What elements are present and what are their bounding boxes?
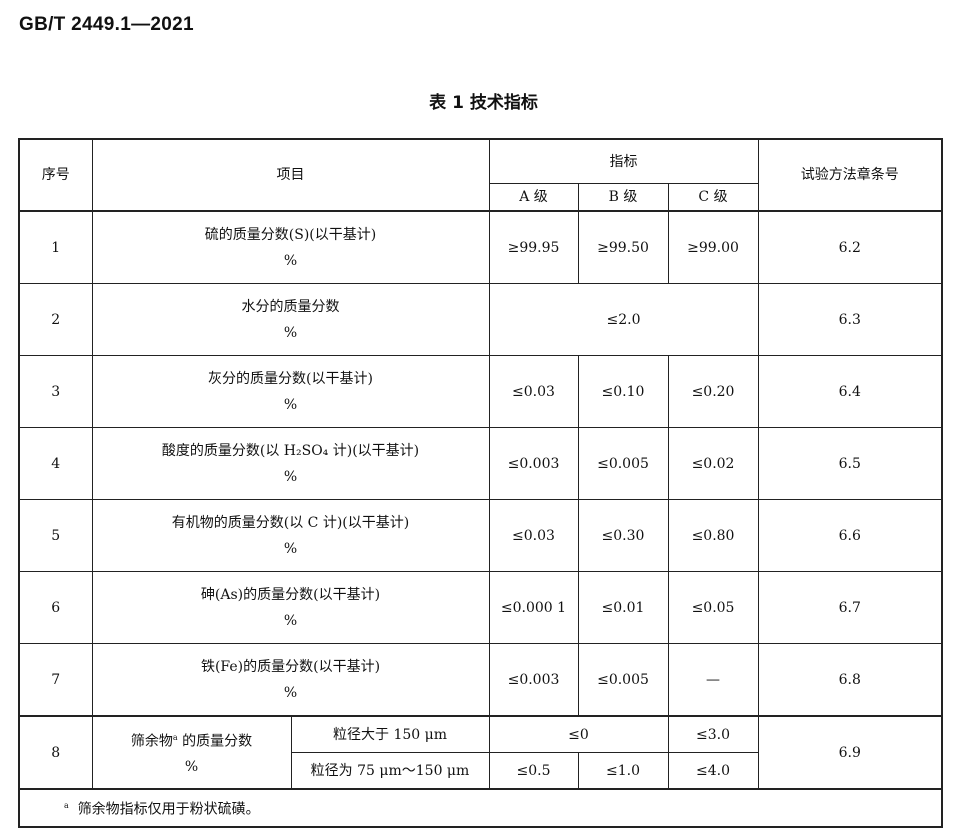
item-cell: 水分的质量分数% [91, 283, 490, 356]
grade-a-value: ≤0.03 [488, 499, 579, 572]
method-cell: 6.3 [757, 283, 943, 356]
technical-indicators-table: 序号 项目 指标 试验方法章条号 A 级 B 级 C 级 1 硫的质量分数(S)… [18, 138, 944, 828]
footnote-text: 筛余物指标仅用于粉状硫磺。 [77, 801, 260, 818]
header-grade-c: C 级 [667, 183, 759, 212]
item-text: 有机物的质量分数(以 C 计)(以干基计) [171, 514, 410, 531]
header-indicator: 指标 [488, 138, 759, 184]
grade-b-value: ≤0.01 [577, 571, 669, 644]
table-row: 4 酸度的质量分数(以 H₂SO₄ 计)(以干基计)% ≤0.003 ≤0.005… [18, 427, 943, 500]
method-cell: 6.8 [757, 643, 943, 717]
sub-item-label: 粒径大于 150 μm [290, 715, 490, 753]
grade-c-value: ≤0.05 [667, 571, 759, 644]
seq-cell: 2 [18, 283, 93, 356]
item-cell: 铁(Fe)的质量分数(以干基计)% [91, 643, 490, 717]
grade-b-value: ≤0.30 [577, 499, 669, 572]
footnote-ref: a [172, 732, 178, 742]
item-text: 筛余物 [130, 733, 173, 750]
grade-c-value: ≥99.00 [667, 210, 759, 284]
item-text: 砷(As)的质量分数(以干基计) [200, 586, 381, 603]
table-row: 5 有机物的质量分数(以 C 计)(以干基计)% ≤0.03 ≤0.30 ≤0.8… [18, 499, 943, 572]
standard-number: GB/T 2449.1—2021 [19, 14, 194, 35]
unit: % [283, 612, 298, 629]
method-cell: 6.7 [757, 571, 943, 644]
grade-b-value: ≥99.50 [577, 210, 669, 284]
unit: % [184, 759, 199, 776]
header-method: 试验方法章条号 [757, 138, 943, 212]
unit: % [283, 396, 298, 413]
seq-cell: 6 [18, 571, 93, 644]
footnote-mark: a [64, 801, 69, 811]
grade-c-value: ≤4.0 [667, 752, 759, 790]
grade-a-value: ≤0.000 1 [488, 571, 579, 644]
grade-a-value: ≥99.95 [488, 210, 579, 284]
table-row: 2 水分的质量分数% ≤2.0 6.3 [18, 283, 943, 356]
method-cell: 6.9 [757, 715, 943, 790]
item-cell: 筛余物a 的质量分数 % [91, 715, 292, 790]
sub-item-label: 粒径为 75 μm～150 μm [290, 752, 490, 790]
grade-a-value: ≤0.003 [488, 643, 579, 717]
seq-cell: 3 [18, 355, 93, 428]
item-text: 硫的质量分数(S)(以干基计) [204, 226, 377, 243]
grade-ab-value: ≤0 [488, 715, 669, 753]
item-cell: 有机物的质量分数(以 C 计)(以干基计)% [91, 499, 490, 572]
grade-c-value: ≤3.0 [667, 715, 759, 753]
method-cell: 6.5 [757, 427, 943, 500]
table-caption: 表 1 技术指标 [429, 93, 538, 113]
unit: % [283, 468, 298, 485]
method-cell: 6.6 [757, 499, 943, 572]
seq-cell: 8 [18, 715, 93, 790]
header-seq: 序号 [18, 138, 93, 212]
item-text: 酸度的质量分数(以 H₂SO₄ 计)(以干基计) [161, 442, 420, 459]
table-row: 8 筛余物a 的质量分数 % 粒径大于 150 μm ≤0 ≤3.0 6.9 [18, 715, 943, 790]
table-row: 6 砷(As)的质量分数(以干基计)% ≤0.000 1 ≤0.01 ≤0.05 6… [18, 571, 943, 644]
header-item: 项目 [91, 138, 490, 212]
grade-a-value: ≤0.03 [488, 355, 579, 428]
method-cell: 6.2 [757, 210, 943, 284]
seq-cell: 1 [18, 210, 93, 284]
header-grade-a: A 级 [488, 183, 579, 212]
unit: % [283, 540, 298, 557]
unit: % [283, 684, 298, 701]
table-row: 3 灰分的质量分数(以干基计)% ≤0.03 ≤0.10 ≤0.20 6.4 [18, 355, 943, 428]
seq-cell: 5 [18, 499, 93, 572]
item-cell: 砷(As)的质量分数(以干基计)% [91, 571, 490, 644]
seq-cell: 4 [18, 427, 93, 500]
grade-b-value: ≤0.005 [577, 427, 669, 500]
unit: % [283, 252, 298, 269]
item-text: 灰分的质量分数(以干基计) [208, 370, 373, 387]
item-text: 铁(Fe)的质量分数(以干基计) [200, 658, 381, 675]
grade-b-value: ≤0.005 [577, 643, 669, 717]
unit: % [283, 324, 298, 341]
table-row: 7 铁(Fe)的质量分数(以干基计)% ≤0.003 ≤0.005 —6.8 [18, 643, 943, 717]
method-cell: 6.4 [757, 355, 943, 428]
table-row: 1 硫的质量分数(S)(以干基计)% ≥99.95 ≥99.50 ≥99.00 6.… [18, 210, 943, 284]
footnote: a 筛余物指标仅用于粉状硫磺。 [18, 788, 943, 828]
grade-c-value: ≤0.20 [667, 355, 759, 428]
grade-a-value: ≤0.5 [488, 752, 579, 790]
grade-b-value: ≤1.0 [577, 752, 669, 790]
item-cell: 酸度的质量分数(以 H₂SO₄ 计)(以干基计)% [91, 427, 490, 500]
grade-c-value: — [667, 643, 759, 717]
grade-b-value: ≤0.10 [577, 355, 669, 428]
item-cell: 硫的质量分数(S)(以干基计)% [91, 210, 490, 284]
grade-c-value: ≤0.02 [667, 427, 759, 500]
seq-cell: 7 [18, 643, 93, 717]
item-text: 水分的质量分数 [241, 298, 340, 315]
grade-c-value: ≤0.80 [667, 499, 759, 572]
grade-a-value: ≤0.003 [488, 427, 579, 500]
item-cell: 灰分的质量分数(以干基计)% [91, 355, 490, 428]
header-grade-b: B 级 [577, 183, 669, 212]
item-text-rest: 的质量分数 [177, 733, 253, 750]
merged-value: ≤2.0 [488, 283, 759, 356]
